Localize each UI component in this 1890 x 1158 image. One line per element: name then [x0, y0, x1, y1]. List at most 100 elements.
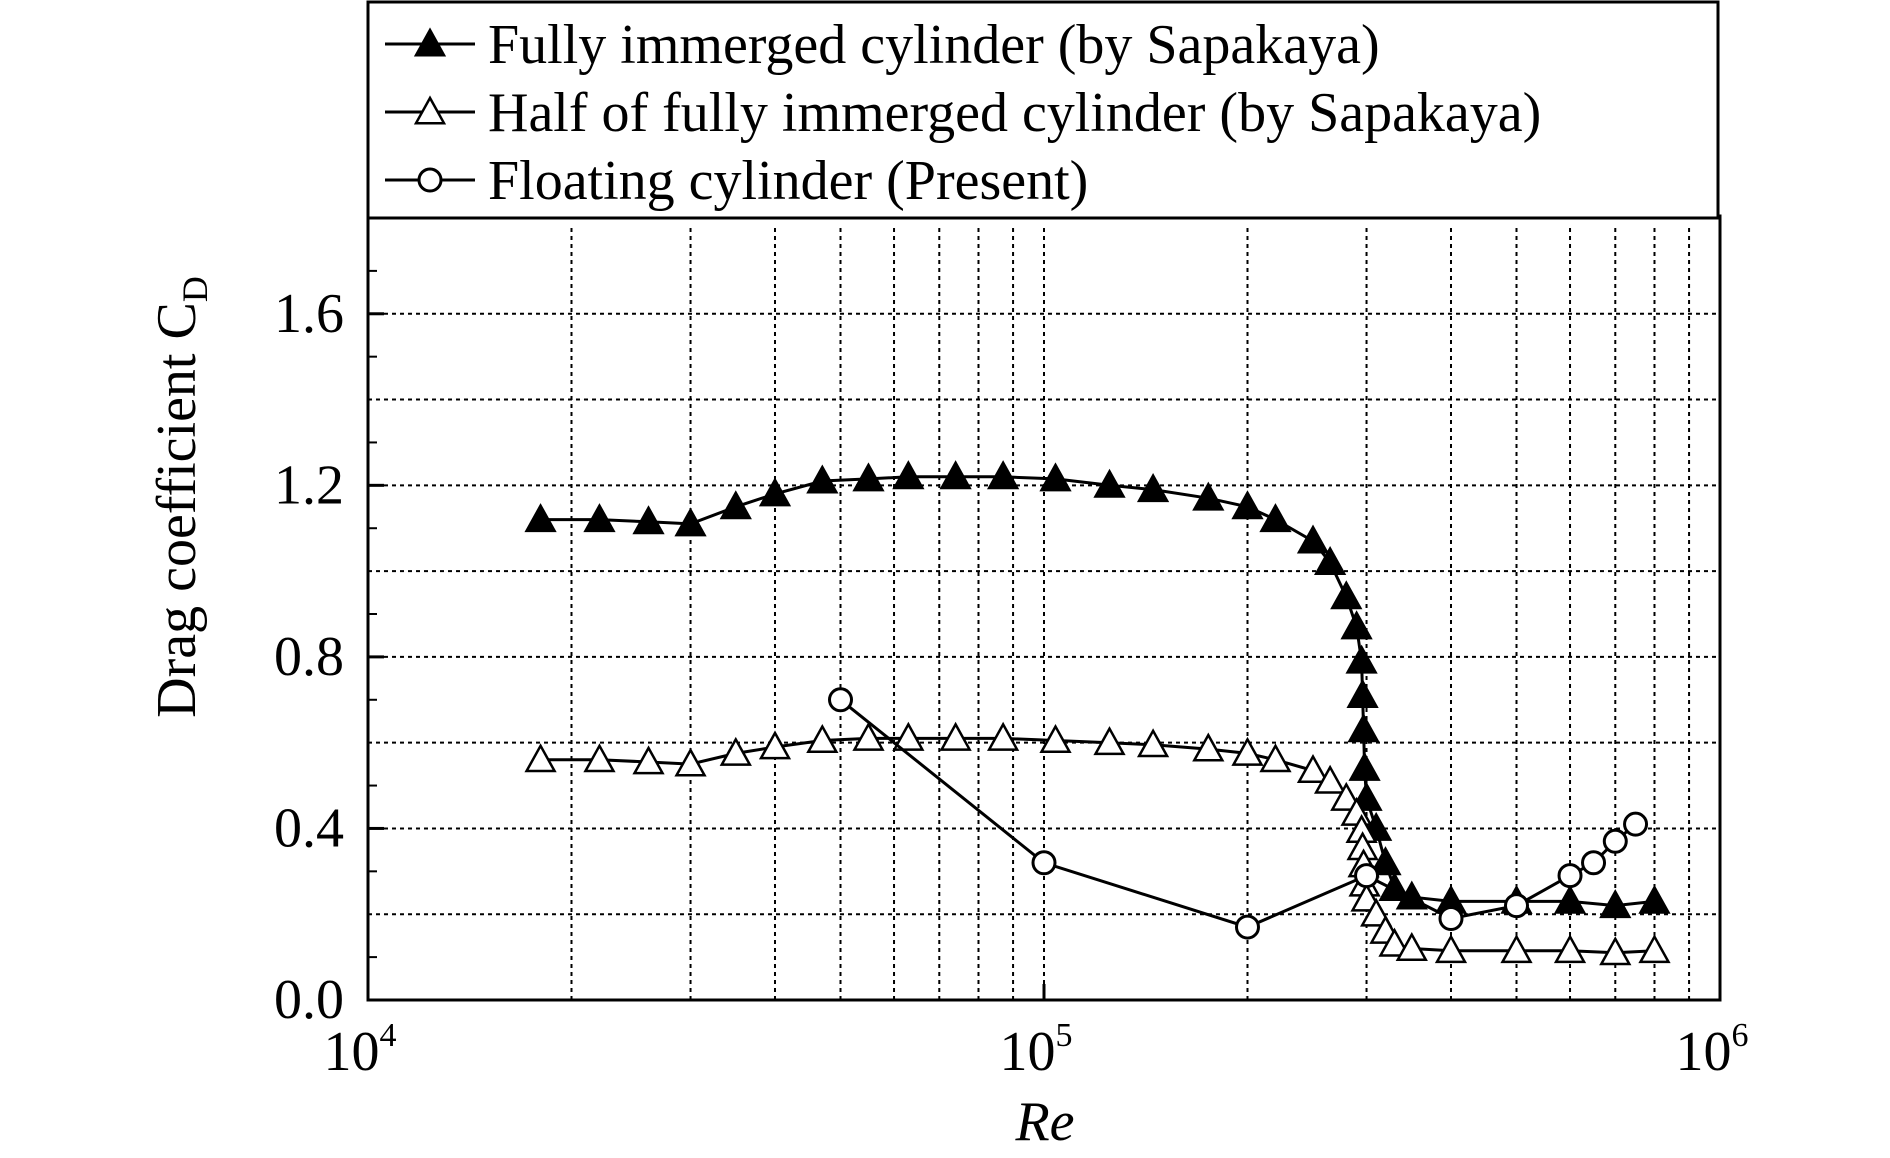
legend-entry-3: Floating cylinder (Present): [385, 150, 1088, 212]
data-point: [1347, 713, 1380, 743]
data-point: [1599, 936, 1632, 966]
data-point: [806, 723, 839, 753]
legend: Fully immerged cylinder (by Sapakaya)Hal…: [366, 0, 1720, 220]
grid-lines: [368, 228, 1720, 1000]
data-point: [1345, 644, 1378, 674]
data-point: [1500, 934, 1533, 964]
data-point: [1093, 726, 1126, 756]
y-tick-label: 0.0: [274, 969, 344, 1031]
data-point: [1330, 580, 1363, 610]
data-point: [1602, 828, 1628, 854]
data-point: [719, 736, 752, 766]
data-point: [1039, 723, 1072, 753]
data-point: [1234, 914, 1260, 940]
legend-entry-1: Fully immerged cylinder (by Sapakaya): [385, 14, 1380, 76]
x-tick-label: 104: [324, 1017, 397, 1083]
data-point: [1340, 610, 1373, 640]
data-point: [632, 745, 665, 775]
data-point: [986, 721, 1020, 751]
data-point: [1259, 503, 1292, 533]
data-point: [413, 95, 447, 125]
data-point: [1346, 678, 1379, 708]
data-point: [1296, 753, 1330, 783]
data-point: [1192, 481, 1225, 511]
data-point: [806, 464, 839, 494]
data-point: [632, 505, 665, 535]
series-line: [540, 736, 1655, 955]
data-point: [524, 743, 557, 773]
data-point: [583, 503, 616, 533]
series-2: [524, 721, 1671, 966]
y-tick-label: 0.4: [274, 797, 344, 859]
data-point: [1638, 884, 1671, 914]
data-point: [986, 460, 1020, 490]
data-point: [1581, 850, 1607, 876]
x-tick-label: 105: [1000, 1017, 1073, 1083]
data-point: [1039, 462, 1072, 492]
data-point: [1296, 524, 1330, 554]
data-point: [1031, 850, 1057, 876]
legend-label: Half of fully immerged cylinder (by Sapa…: [488, 82, 1541, 144]
data-point: [1623, 811, 1649, 837]
series-1: [524, 460, 1671, 919]
data-point: [892, 721, 925, 751]
series-line: [540, 475, 1655, 908]
data-point: [1093, 468, 1126, 498]
data-point: [1259, 743, 1292, 773]
data-point: [674, 507, 707, 537]
legend-label: Floating cylinder (Present): [488, 150, 1088, 212]
data-point: [939, 721, 972, 751]
data-point: [1136, 473, 1170, 503]
data-point: [1553, 884, 1587, 914]
y-axis-title-main: Drag coefficient C: [146, 302, 208, 718]
y-axis-title: Drag coefficient CD: [146, 276, 215, 718]
x-tick-label: 106: [1676, 1017, 1749, 1083]
x-tick-exponent: 6: [1732, 1017, 1749, 1054]
x-tick-exponent: 4: [380, 1017, 397, 1054]
y-tick-label: 1.2: [274, 454, 344, 516]
data-point: [1231, 736, 1264, 766]
data-point: [524, 503, 557, 533]
data-series: [524, 460, 1671, 966]
data-point: [1438, 906, 1464, 932]
legend-entry-2: Half of fully immerged cylinder (by Sapa…: [385, 82, 1541, 144]
data-point: [852, 462, 885, 492]
data-point: [1313, 764, 1347, 794]
data-point: [852, 721, 885, 751]
x-tick-base: 10: [324, 1021, 380, 1083]
data-point: [1395, 931, 1428, 961]
x-tick-base: 10: [1676, 1021, 1732, 1083]
data-point: [413, 27, 447, 57]
data-point: [1369, 846, 1402, 876]
legend-label: Fully immerged cylinder (by Sapakaya): [488, 14, 1380, 76]
data-point: [1354, 863, 1380, 889]
series-3: [828, 687, 1649, 940]
data-point: [1557, 863, 1583, 889]
legend-box: [366, 0, 1720, 220]
data-point: [1192, 732, 1225, 762]
data-point: [892, 460, 925, 490]
data-point: [719, 490, 752, 520]
data-point: [1231, 490, 1264, 520]
data-point: [583, 743, 616, 773]
data-point: [1553, 934, 1587, 964]
data-point: [1313, 545, 1347, 575]
x-tick-base: 10: [1000, 1021, 1056, 1083]
x-tick-exponent: 5: [1056, 1017, 1073, 1054]
data-point: [1599, 889, 1632, 919]
data-point: [674, 747, 707, 777]
data-point: [1136, 728, 1170, 758]
data-point: [1434, 934, 1468, 964]
data-point: [1378, 927, 1411, 957]
data-point: [1638, 934, 1671, 964]
series-line: [839, 698, 1637, 929]
y-tick-label: 0.8: [274, 626, 344, 688]
data-point: [1348, 751, 1381, 781]
data-point: [939, 460, 972, 490]
data-point: [758, 730, 792, 760]
data-point: [417, 167, 443, 193]
data-point: [828, 687, 854, 713]
x-axis-title: Re: [1014, 1091, 1074, 1153]
